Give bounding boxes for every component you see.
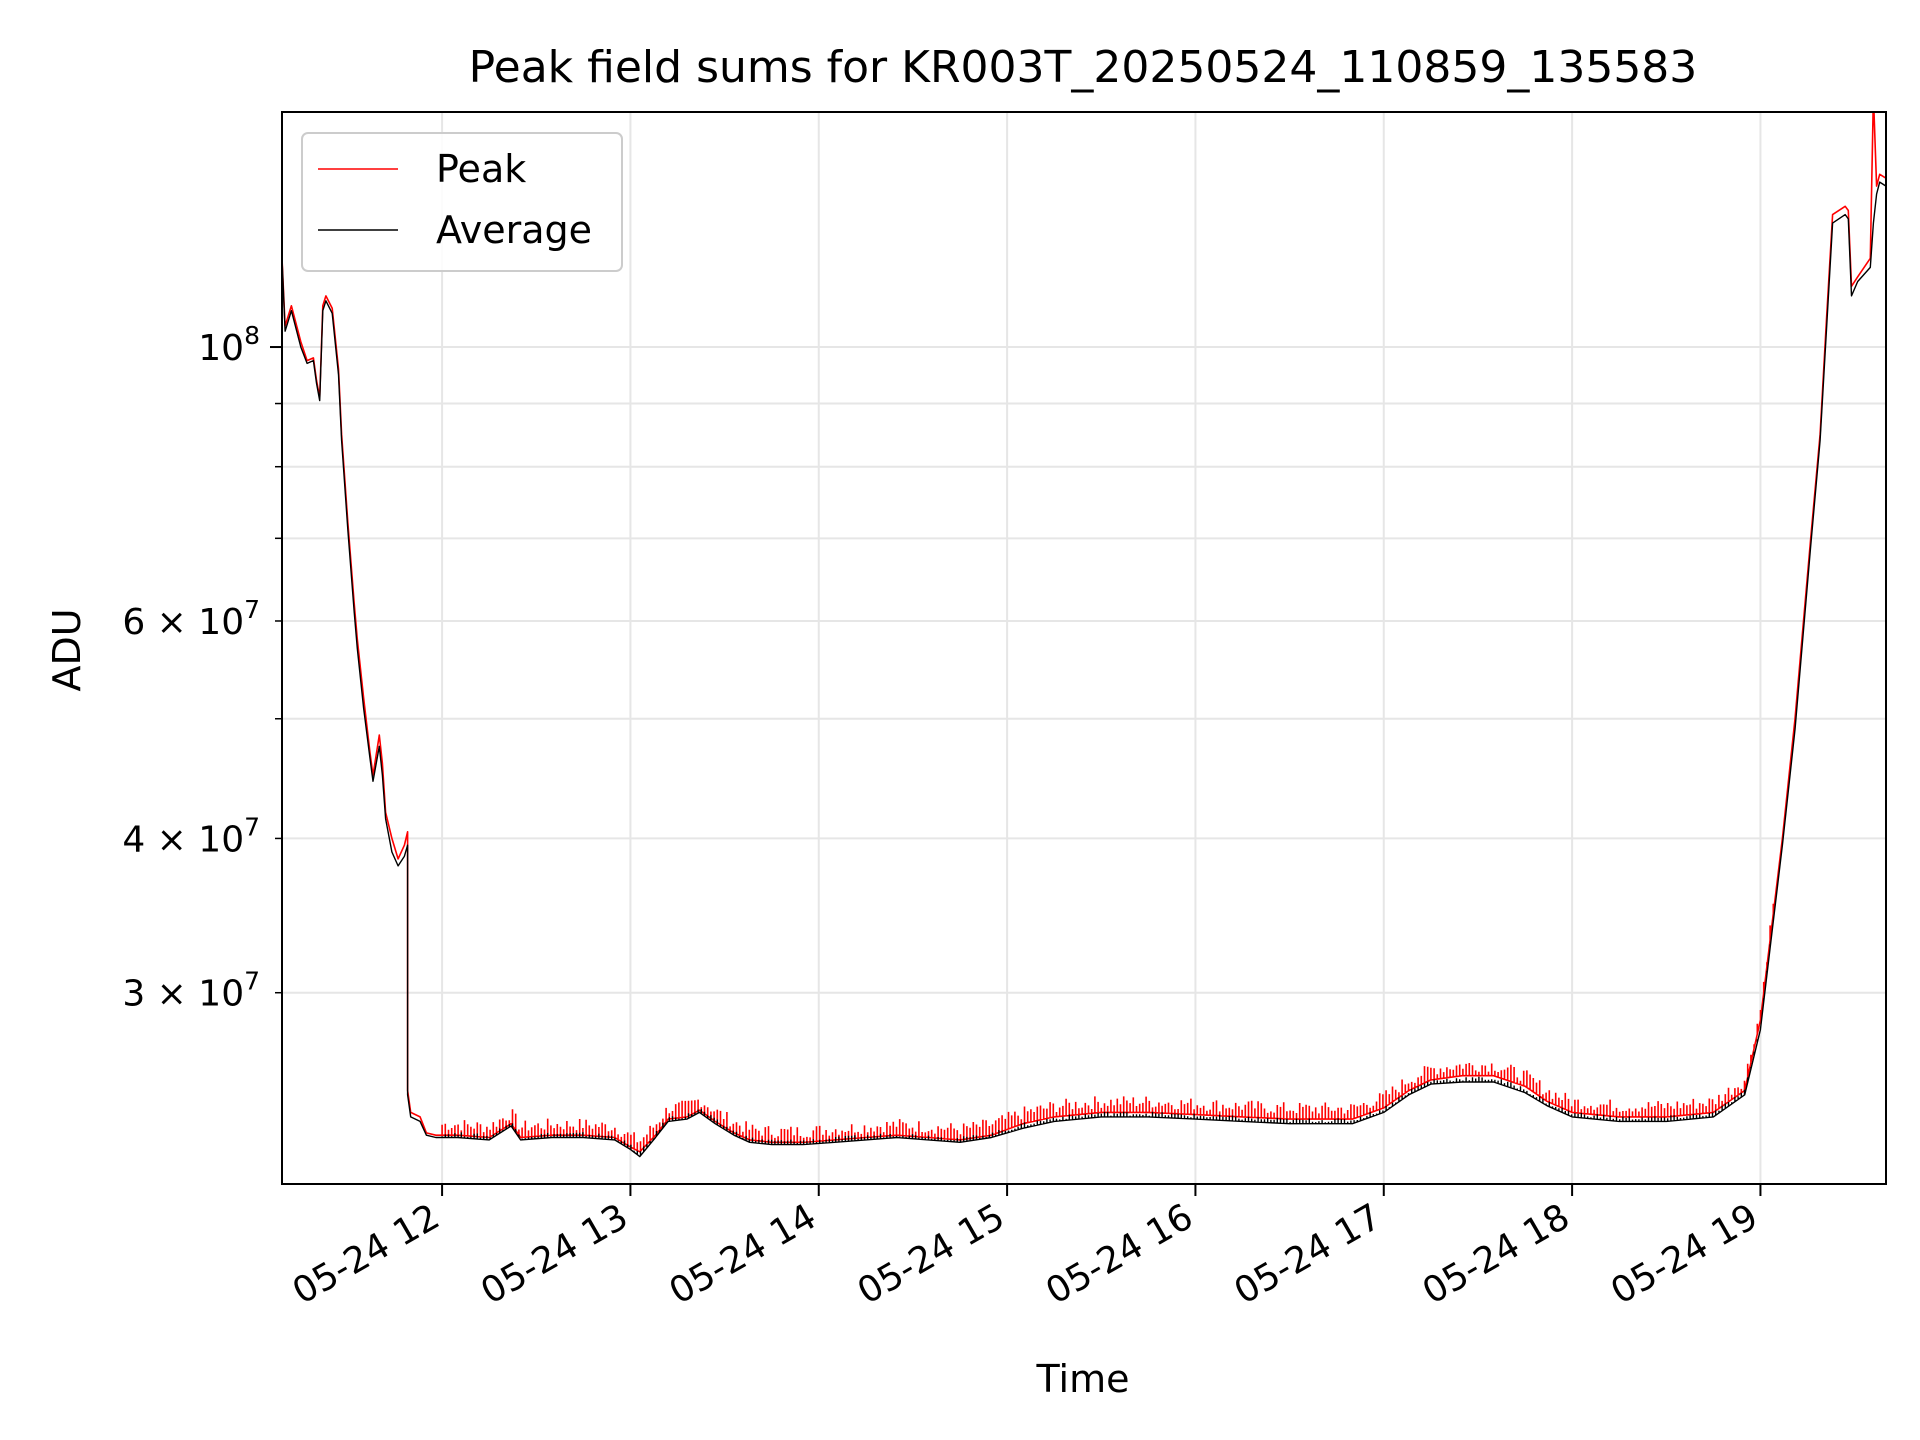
legend-box: [301, 132, 623, 272]
series-line-peak: [282, 112, 1886, 1153]
y-axis: 108 3 × 107 4 × 107 6 × 107: [122, 321, 282, 1015]
grid: [282, 112, 1886, 1184]
y-tick-label: 6 × 107: [122, 595, 260, 643]
y-tick-label: 108: [198, 321, 260, 369]
plot-frame: [281, 111, 1887, 1185]
legend-label-peak: Peak: [436, 147, 526, 191]
y-tick-label: 4 × 107: [122, 812, 260, 860]
series-line-average: [282, 181, 1886, 1158]
y-tick-label: 3 × 107: [122, 967, 260, 1015]
legend: Peak Average: [301, 132, 623, 272]
legend-label-average: Average: [436, 208, 592, 252]
chart-title: Peak field sums for KR003T_20250524_1108…: [469, 42, 1698, 93]
y-axis-label: ADU: [45, 608, 89, 691]
x-axis-label: Time: [1036, 1357, 1130, 1401]
series-group: [282, 112, 1886, 1158]
